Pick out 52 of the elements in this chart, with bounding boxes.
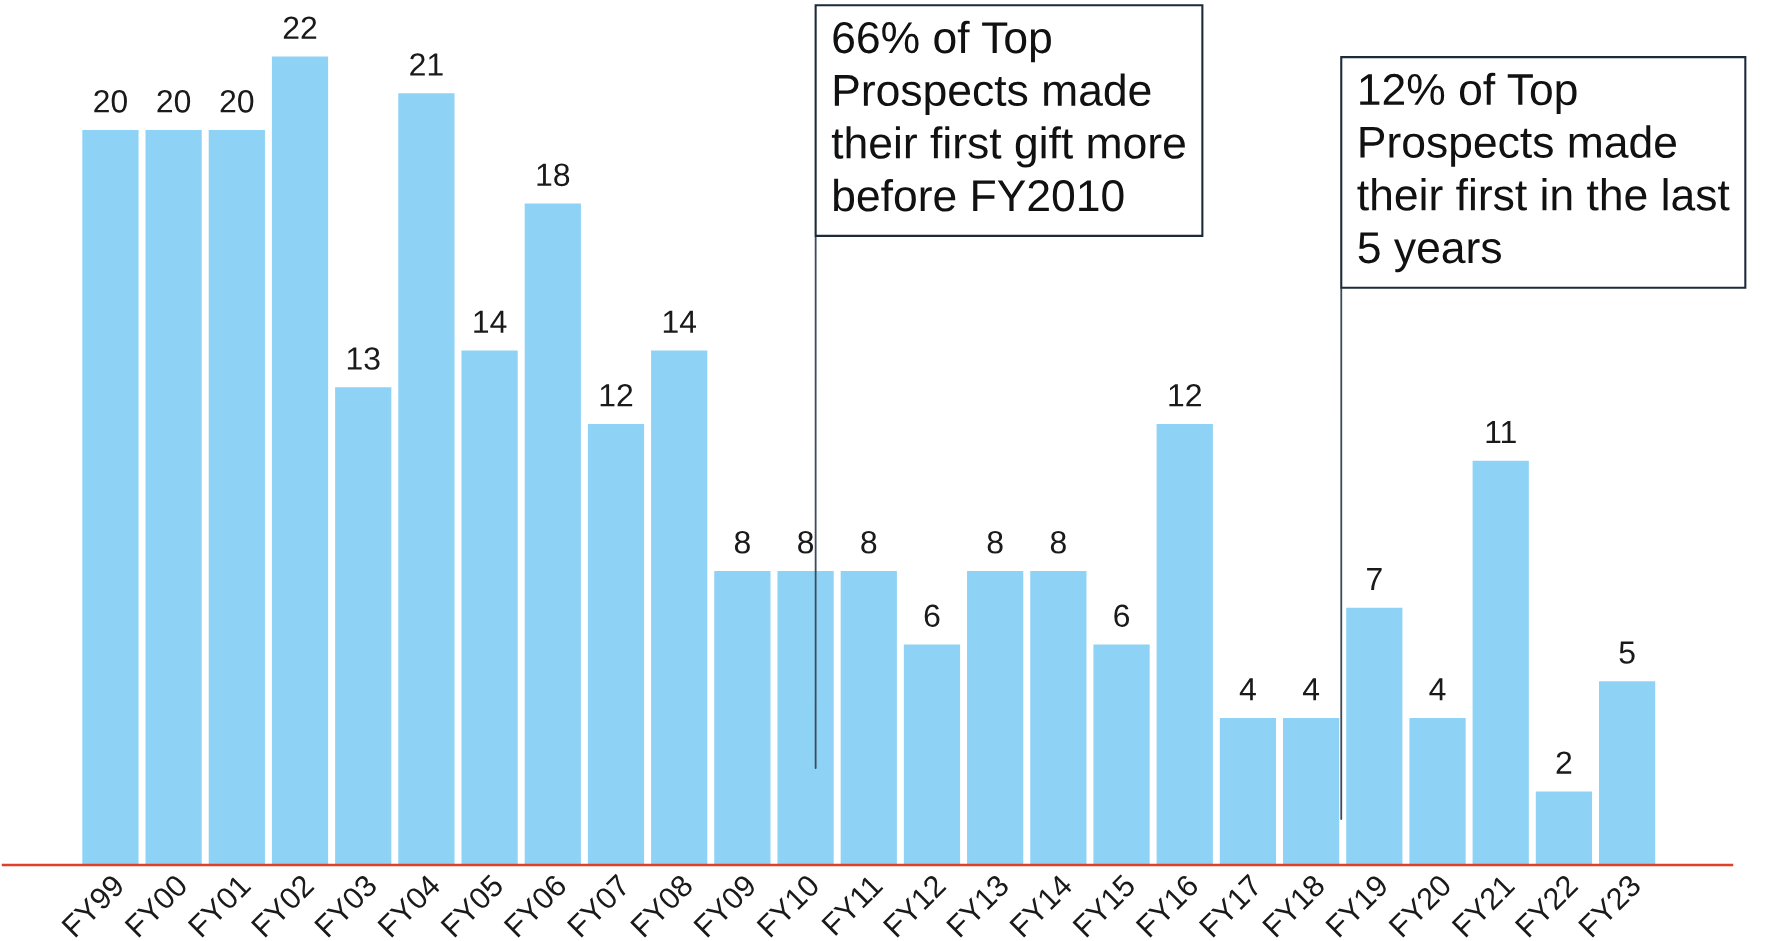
data-label: 11 (1486, 421, 1516, 444)
data-label: 22 (283, 16, 317, 39)
bar (145, 130, 202, 865)
data-label: 20 (94, 90, 127, 113)
data-label: 4 (1302, 678, 1320, 701)
data-label: 5 (1619, 641, 1635, 664)
data-label: 14 (663, 310, 697, 333)
bar (651, 350, 708, 865)
bar (461, 350, 518, 865)
data-label: 21 (410, 53, 443, 76)
bar (587, 424, 645, 865)
bar (271, 56, 329, 865)
bar (903, 644, 961, 865)
annotation: 66% of Top Prospects made their first gift more before FY2010 (831, 20, 1185, 212)
bar (840, 571, 897, 865)
data-label: 8 (734, 530, 750, 554)
data-label: 13 (347, 347, 380, 370)
bar (398, 93, 455, 865)
bar (1409, 717, 1466, 865)
bar (1346, 607, 1403, 865)
data-label: 12 (1169, 383, 1201, 407)
data-label: 8 (798, 530, 814, 554)
data-label: 20 (157, 90, 191, 113)
data-label: 8 (861, 530, 877, 554)
bar (1030, 571, 1087, 865)
bar (335, 387, 392, 865)
bar (1283, 717, 1340, 865)
data-label: 4 (1429, 678, 1446, 701)
bar (1598, 681, 1656, 865)
bar (524, 203, 581, 865)
data-label: 14 (474, 310, 507, 333)
bar (1219, 717, 1277, 865)
data-label: 18 (537, 163, 570, 187)
data-label: 20 (220, 90, 254, 113)
bar (1535, 791, 1593, 865)
bar (208, 130, 265, 865)
data-label: 6 (1114, 604, 1130, 628)
data-label: 6 (924, 604, 940, 628)
data-label: 4 (1239, 678, 1256, 701)
data-label: 8 (1050, 530, 1066, 554)
annotation: 12% of Top Prospects made their first in the last 5 years (1357, 72, 1730, 273)
bar (1156, 424, 1213, 865)
data-label: 12 (600, 383, 633, 407)
bar (82, 130, 139, 865)
bar (967, 571, 1024, 865)
data-label: 8 (987, 530, 1003, 554)
bar (1472, 460, 1529, 865)
data-label: 2 (1556, 751, 1572, 774)
data-label: 7 (1367, 568, 1382, 591)
bar (1093, 644, 1150, 865)
bar (777, 571, 834, 865)
bar (714, 571, 771, 865)
